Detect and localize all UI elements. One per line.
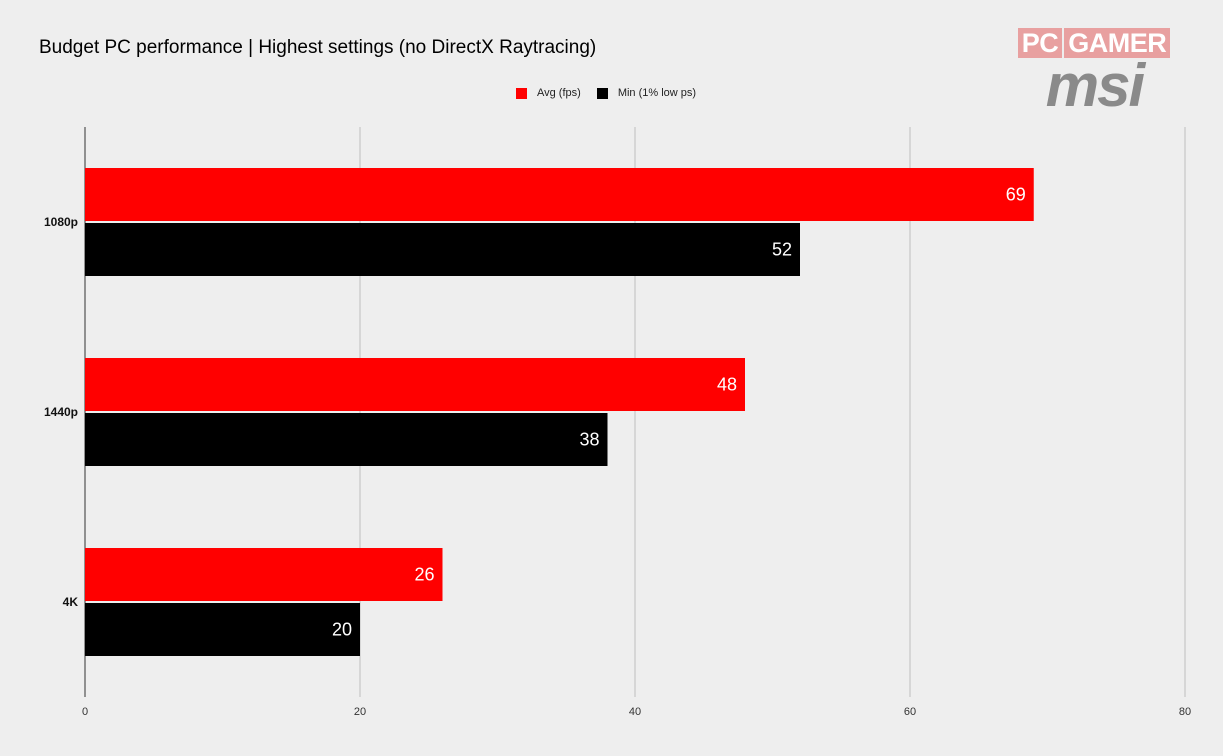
pc-gamer-logo-gamer: GAMER <box>1064 28 1171 58</box>
legend-label-min: Min (1% low ps) <box>617 87 697 99</box>
pc-gamer-logo-pc: PC <box>1017 28 1063 58</box>
legend-item-min: Min (1% low ps) <box>596 87 697 99</box>
bar-1080p-series-1 <box>85 223 800 276</box>
legend-item-avg: Avg (fps) <box>516 87 581 99</box>
msi-logo: msi <box>1045 52 1145 119</box>
bar-4K-series-0 <box>85 548 443 601</box>
x-tick-label-40: 40 <box>629 706 641 718</box>
x-tick-label-0: 0 <box>82 706 88 718</box>
bar-1440p-series-1 <box>85 413 608 466</box>
x-tick-label-20: 20 <box>354 706 366 718</box>
data-label-1080p-series-0: 69 <box>1006 185 1026 205</box>
pc-gamer-logo: PC GAMER <box>1015 28 1173 58</box>
category-label-4K: 4K <box>63 595 79 609</box>
data-label-4K-series-0: 26 <box>414 565 434 585</box>
x-tick-label-80: 80 <box>1179 706 1191 718</box>
chart-legend: Avg (fps) Min (1% low ps) <box>516 87 712 99</box>
data-label-1080p-series-1: 52 <box>772 240 792 260</box>
data-label-4K-series-1: 20 <box>332 620 352 640</box>
category-label-1080p: 1080p <box>44 215 78 229</box>
legend-swatch-avg <box>516 87 527 99</box>
legend-label-avg: Avg (fps) <box>537 87 581 99</box>
bar-4K-series-1 <box>85 603 360 656</box>
legend-swatch-min <box>596 87 608 99</box>
bar-1080p-series-0 <box>85 168 1034 221</box>
x-tick-label-60: 60 <box>904 706 916 718</box>
category-label-1440p: 1440p <box>44 405 78 419</box>
bar-1440p-series-0 <box>85 358 745 411</box>
chart-title: Budget PC performance | Highest settings… <box>39 37 597 58</box>
data-label-1440p-series-1: 38 <box>579 430 599 450</box>
data-label-1440p-series-0: 48 <box>717 375 737 395</box>
